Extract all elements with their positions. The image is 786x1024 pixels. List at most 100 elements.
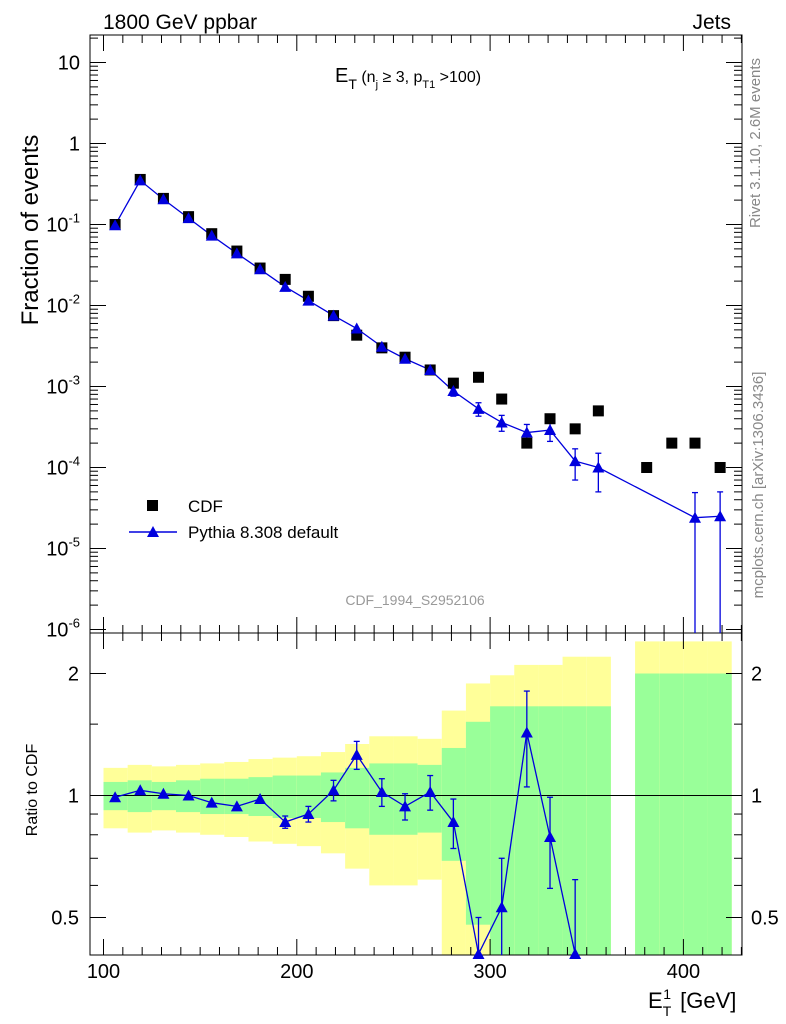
pythia-main-point (302, 294, 315, 306)
pythia-ratio-point (230, 800, 243, 812)
pythia-ratio-point (302, 808, 315, 820)
pythia-main-point (279, 280, 292, 292)
pythia-main-point (544, 424, 557, 436)
green-band-bin (707, 673, 732, 955)
pythia-ratio-point (134, 784, 147, 796)
pythia-main-point (714, 510, 727, 522)
main-ytick-label: 10 (58, 53, 80, 75)
ratio-xtick-label: 200 (280, 961, 313, 983)
pythia-main-point (109, 219, 122, 231)
pythia-main-point (327, 309, 340, 321)
pythia-ratio-point (375, 786, 388, 798)
pythia-ratio-point (544, 830, 557, 842)
green-band-bin (465, 721, 491, 925)
cdf-point (714, 462, 726, 473)
ratio-xtick-label: 300 (473, 961, 506, 983)
main-ytick-exponent: -4 (68, 454, 80, 469)
ratio-plot-frame (89, 632, 743, 956)
ratio-ytick-label: 2 (68, 664, 79, 686)
ratio-ytick-label: 1 (68, 786, 79, 808)
cdf-point (496, 393, 508, 405)
legend-marker-pythia (147, 526, 159, 537)
pythia-ratio-point (569, 948, 582, 959)
cdf-point (447, 377, 459, 389)
header-left-label: 1800 GeV ppbar (103, 11, 257, 34)
green-band-bin (200, 778, 225, 815)
svg-text:ET1 [GeV]: ET1 [GeV] (648, 986, 736, 1019)
pythia-main-point (424, 363, 437, 375)
pythia-ratio-point (279, 816, 292, 828)
green-band-bin (659, 673, 684, 955)
cdf-point (592, 405, 604, 417)
legend-marker-cdf (147, 500, 158, 511)
ratio-ytick-label-right: 0.5 (751, 908, 779, 930)
pythia-ratio-point (109, 791, 122, 803)
main-plot-frame (89, 34, 743, 634)
pythia-main-point (230, 247, 243, 259)
green-band-bin (345, 767, 370, 829)
cdf-point (666, 437, 678, 449)
cdf-point (569, 423, 581, 435)
pythia-ratio-point (399, 800, 412, 812)
pythia-main-point (157, 193, 170, 205)
pythia-ratio-point (182, 789, 195, 801)
cdf-point (689, 437, 701, 449)
main-ytick-exponent: -3 (68, 373, 80, 388)
pythia-ratio-point (157, 787, 170, 799)
main-ytick-label: 10-6 (46, 616, 80, 642)
pythia-main-point (592, 461, 605, 473)
main-ytick-exponent: -6 (68, 616, 80, 631)
pythia-main-point (569, 455, 582, 467)
pythia-ratio-point (254, 793, 267, 805)
pythia-main-point (134, 174, 147, 186)
main-ytick-label: 1 (69, 134, 80, 156)
svg-text:ET (nj ≥ 3, pT1 >100): ET (nj ≥ 3, pT1 >100) (335, 65, 481, 92)
legend-label-pythia: Pythia 8.308 default (188, 523, 339, 542)
pythia-main-point (495, 416, 508, 428)
main-ytick-label: 10-3 (46, 373, 80, 399)
rivet-label: Rivet 3.1.10, 2.6M events (747, 58, 764, 228)
axis-ticks: 10-6 10-5 10-4 10-3 10-2 10-1 1 10 100 200 300 400 0… (46, 35, 779, 983)
pythia-main-point (399, 352, 412, 364)
cdf-point (279, 273, 291, 285)
pythia-main-point (447, 384, 460, 396)
pythia-ratio-point (520, 726, 533, 738)
main-ytick-exponent: -1 (68, 211, 80, 226)
data-series (109, 173, 727, 959)
pythia-main-point (254, 263, 267, 275)
pythia-main-point (205, 229, 218, 241)
pythia-main-point (182, 212, 195, 224)
legend-label-cdf: CDF (188, 497, 223, 516)
green-band-bin (635, 673, 660, 955)
ratio-ylabel: Ratio to CDF (24, 744, 41, 837)
ratio-xtick-label: 400 (667, 961, 700, 983)
pythia-ratio-point (350, 748, 363, 760)
main-ytick-label: 10-2 (46, 292, 80, 318)
pythia-ratio-point (327, 784, 340, 796)
pythia-ratio-point (447, 816, 460, 828)
pythia-main-point (520, 426, 533, 438)
green-band-bin (683, 673, 708, 955)
ratio-xtick-label: 100 (87, 961, 120, 983)
main-ytick-exponent: -2 (68, 292, 80, 307)
pythia-main-point (350, 322, 363, 334)
main-ytick-label: 10-1 (46, 211, 80, 237)
cdf-point (351, 329, 363, 341)
header-right-label: Jets (692, 11, 731, 34)
main-ytick-label: 10-4 (46, 454, 80, 480)
axes-frames (89, 34, 743, 956)
pythia-main-point (688, 511, 701, 523)
pythia-ratio-point (205, 796, 218, 808)
main-ytick-label: 10-5 (46, 535, 80, 561)
green-band-bin (272, 775, 297, 818)
pythia-main-point (375, 340, 388, 352)
cdf-point (473, 371, 485, 383)
pythia-ratio-point (424, 786, 437, 798)
pythia-main-line (114, 179, 721, 519)
cdf-point (521, 437, 533, 449)
chart-title: ET (nj ≥ 3, pT1 >100) (335, 65, 481, 92)
pythia-ratio-point (495, 901, 508, 913)
x-axis-label: ET1 [GeV] (648, 986, 736, 1019)
legend: CDF Pythia 8.308 default (129, 497, 339, 542)
